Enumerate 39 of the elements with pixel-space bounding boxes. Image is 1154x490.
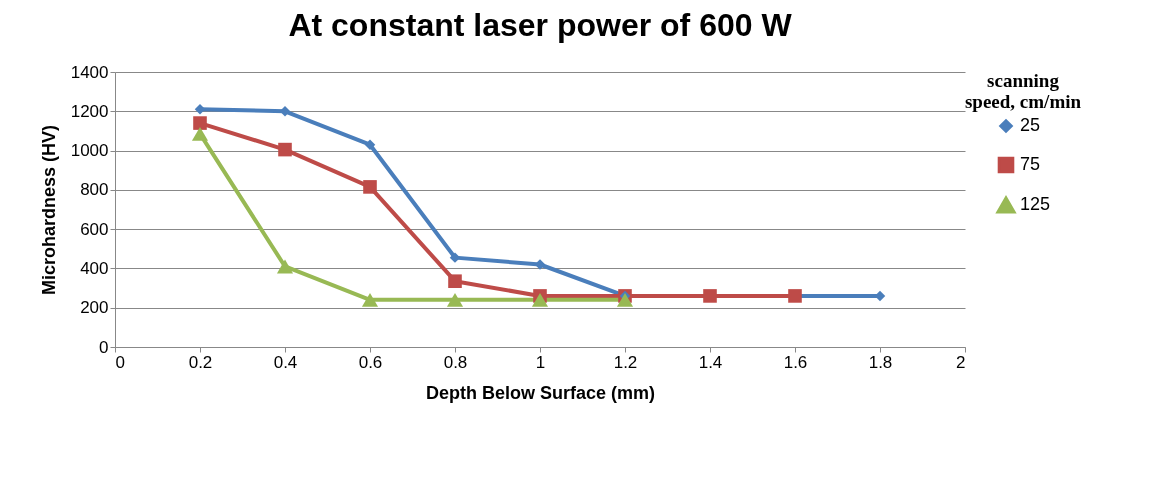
y-tick-label: 200 xyxy=(80,298,109,318)
point xyxy=(361,292,379,307)
legend-label: 75 xyxy=(1020,154,1041,174)
y-tick-label: 1200 xyxy=(70,101,109,121)
point xyxy=(788,289,802,303)
x-tick-label: 0.6 xyxy=(358,352,383,372)
x-tick-label: 1.4 xyxy=(698,352,723,372)
point xyxy=(616,292,634,307)
x-axis-title: Depth Below Surface (mm) xyxy=(425,382,656,403)
point xyxy=(446,292,464,307)
y-axis-title: Microhardness (HV) xyxy=(38,124,59,296)
y-tick-label: 600 xyxy=(80,219,109,239)
point xyxy=(276,259,294,274)
chart-title: At constant laser power of 600 W xyxy=(288,7,793,43)
x-tick-label: 2 xyxy=(956,352,966,372)
point xyxy=(278,142,292,157)
point xyxy=(193,116,207,130)
x-tick-label: 0.4 xyxy=(273,352,298,372)
y-tick-label: 1000 xyxy=(70,141,109,161)
legend-label: 25 xyxy=(1020,115,1041,135)
x-tick-label: 0 xyxy=(115,352,125,372)
legend-label: 125 xyxy=(1020,194,1051,214)
point xyxy=(191,126,209,141)
point xyxy=(448,274,462,288)
y-tick-label: 1400 xyxy=(70,62,109,82)
point xyxy=(363,180,377,194)
x-tick-label: 0.8 xyxy=(443,352,468,372)
x-tick-label: 1.2 xyxy=(613,352,638,372)
x-tick-label: 0.2 xyxy=(188,352,213,372)
y-tick-label: 800 xyxy=(80,180,109,200)
x-tick-label: 1 xyxy=(535,352,546,372)
legend-title: scanning speed, cm/min xyxy=(964,70,1082,112)
y-tick-label: 400 xyxy=(80,258,109,278)
x-tick-label: 1.8 xyxy=(868,352,893,372)
x-tick-label: 1.6 xyxy=(783,352,808,372)
y-tick-label: 0 xyxy=(99,337,109,357)
point xyxy=(531,292,549,307)
point xyxy=(364,139,376,150)
point xyxy=(703,289,717,303)
